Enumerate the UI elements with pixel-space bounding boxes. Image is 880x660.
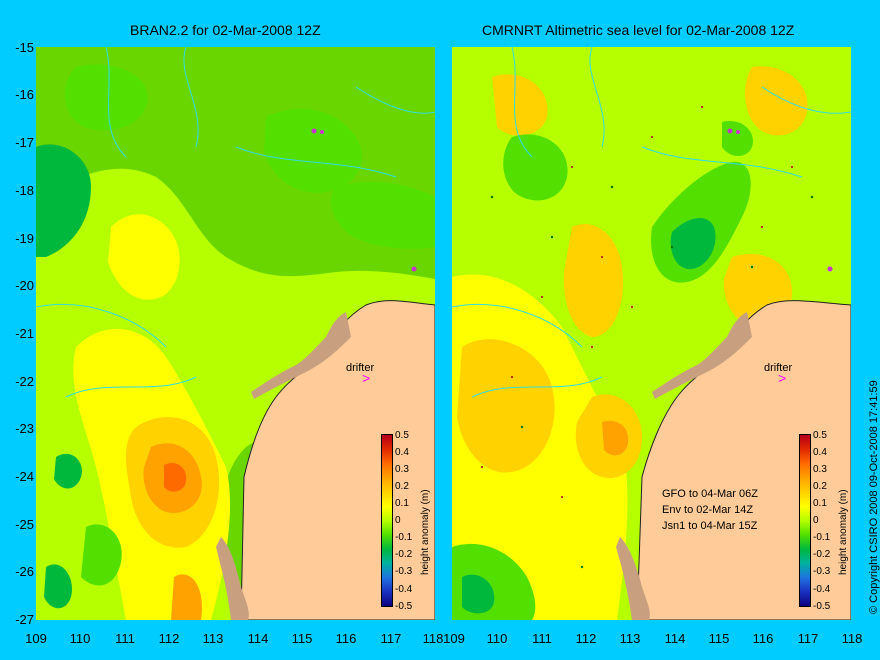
colorbar-tick: 0.2 <box>395 481 409 492</box>
x-tick: 118 <box>841 631 863 646</box>
colorbar-tick: -0.2 <box>395 549 413 560</box>
left-map-canvas: > <box>36 47 435 620</box>
x-tick: 117 <box>797 631 819 646</box>
y-tick: -27 <box>15 612 34 627</box>
colorbar-tick: 0.1 <box>395 498 409 509</box>
colorbar-tick: -0.5 <box>813 601 831 612</box>
colorbar-tick: -0.4 <box>395 584 413 595</box>
y-tick: -17 <box>15 135 34 150</box>
x-tick: 113 <box>202 631 224 646</box>
colorbar-tick: 0.3 <box>813 464 827 475</box>
right-map-title: CMRNRT Altimetric sea level for 02-Mar-2… <box>482 22 795 38</box>
y-tick: -24 <box>15 469 34 484</box>
y-tick: -26 <box>15 564 34 579</box>
drifter-marker-icon: > <box>778 370 786 386</box>
drifter-marker-icon: > <box>362 370 370 386</box>
y-tick: -25 <box>15 517 34 532</box>
y-tick: -19 <box>15 231 34 246</box>
right-map-panel: > <box>452 47 851 620</box>
y-tick: -20 <box>15 278 34 293</box>
x-tick: 118 <box>422 631 444 646</box>
colorbar-tick: 0.1 <box>813 498 827 509</box>
x-tick: 109 <box>25 631 47 646</box>
x-tick: 111 <box>532 631 552 646</box>
x-tick: 116 <box>335 631 357 646</box>
y-tick: -23 <box>15 421 34 436</box>
x-tick: 115 <box>291 631 313 646</box>
legend-line-env: Env to 02-Mar 14Z <box>662 504 754 516</box>
y-tick: -16 <box>15 87 34 102</box>
x-tick: 110 <box>69 631 91 646</box>
y-tick: -18 <box>15 183 34 198</box>
y-tick: -21 <box>15 326 34 341</box>
left-map-title: BRAN2.2 for 02-Mar-2008 12Z <box>130 22 321 38</box>
y-tick: -15 <box>15 40 34 55</box>
colorbar-tick: 0.4 <box>813 447 827 458</box>
colorbar-tick: 0.5 <box>395 430 409 441</box>
x-tick: 116 <box>752 631 774 646</box>
satellite-legend: GFO to 04-Mar 06Z Env to 02-Mar 14Z Jsn1… <box>662 486 758 534</box>
colorbar-swatch <box>799 434 811 607</box>
colorbar-tick: -0.2 <box>813 549 831 560</box>
colorbar-tick: 0.2 <box>813 481 827 492</box>
x-tick: 117 <box>380 631 402 646</box>
x-tick: 112 <box>575 631 597 646</box>
y-tick: -22 <box>15 374 34 389</box>
right-map-canvas: > <box>452 47 851 620</box>
drifter-label: drifter <box>346 362 375 374</box>
x-tick: 112 <box>158 631 180 646</box>
x-tick: 110 <box>486 631 508 646</box>
colorbar-tick: 0.3 <box>395 464 409 475</box>
colorbar-tick: -0.3 <box>395 566 413 577</box>
legend-line-jsn1: Jsn1 to 04-Mar 15Z <box>662 520 758 532</box>
colorbar-tick: -0.4 <box>813 584 831 595</box>
x-tick: 113 <box>619 631 641 646</box>
x-tick: 109 <box>443 631 465 646</box>
drifter-label: drifter <box>764 362 793 374</box>
colorbar-title: height anomaly (m) <box>838 489 849 575</box>
colorbar-tick: 0 <box>813 515 819 526</box>
x-tick: 111 <box>115 631 135 646</box>
colorbar-tick: -0.1 <box>395 532 413 543</box>
colorbar-tick: -0.3 <box>813 566 831 577</box>
legend-line-gfo: GFO to 04-Mar 06Z <box>662 488 758 500</box>
copyright-text: © Copyright CSIRO 2008 09-Oct-2008 17:41… <box>868 380 880 614</box>
x-tick: 115 <box>708 631 730 646</box>
x-tick: 114 <box>664 631 686 646</box>
colorbar-swatch <box>381 434 393 607</box>
colorbar-tick: 0.5 <box>813 430 827 441</box>
colorbar-tick: -0.1 <box>813 532 831 543</box>
colorbar-tick: -0.5 <box>395 601 413 612</box>
left-map-panel: > <box>36 47 435 620</box>
x-tick: 114 <box>247 631 269 646</box>
colorbar-tick: 0.4 <box>395 447 409 458</box>
colorbar-title: height anomaly (m) <box>420 489 431 575</box>
colorbar-tick: 0 <box>395 515 401 526</box>
